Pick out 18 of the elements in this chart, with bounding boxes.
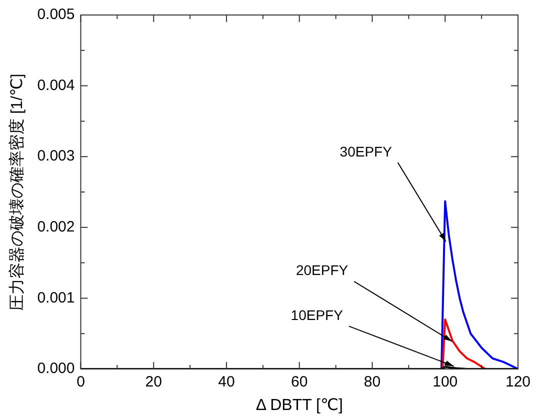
x-axis-title: Δ DBTT [℃]	[256, 396, 343, 414]
annotation: 20EPFY	[296, 262, 349, 278]
y-tick-label: 0.000	[37, 360, 75, 378]
x-tick-label: 120	[505, 374, 531, 391]
x-tick-label: 40	[218, 374, 235, 391]
x-tick-label: 100	[432, 374, 458, 391]
x-tick-label: 20	[145, 374, 162, 391]
x-tick-label: 0	[76, 374, 85, 391]
y-tick-label: 0.003	[37, 148, 75, 165]
y-tick-label: 0.002	[37, 218, 75, 236]
y-axis-title: 圧力容器の破壊の確率密度 [1/℃]	[8, 74, 26, 310]
y-tick-label: 0.001	[37, 289, 75, 306]
x-tick-label: 80	[364, 374, 381, 391]
x-tick-label: 60	[291, 374, 308, 391]
y-tick-label: 0.005	[37, 6, 75, 24]
y-tick-label: 0.004	[37, 76, 75, 94]
annotation: 10EPFY	[290, 307, 344, 324]
annotation: 30EPFY	[340, 143, 393, 160]
